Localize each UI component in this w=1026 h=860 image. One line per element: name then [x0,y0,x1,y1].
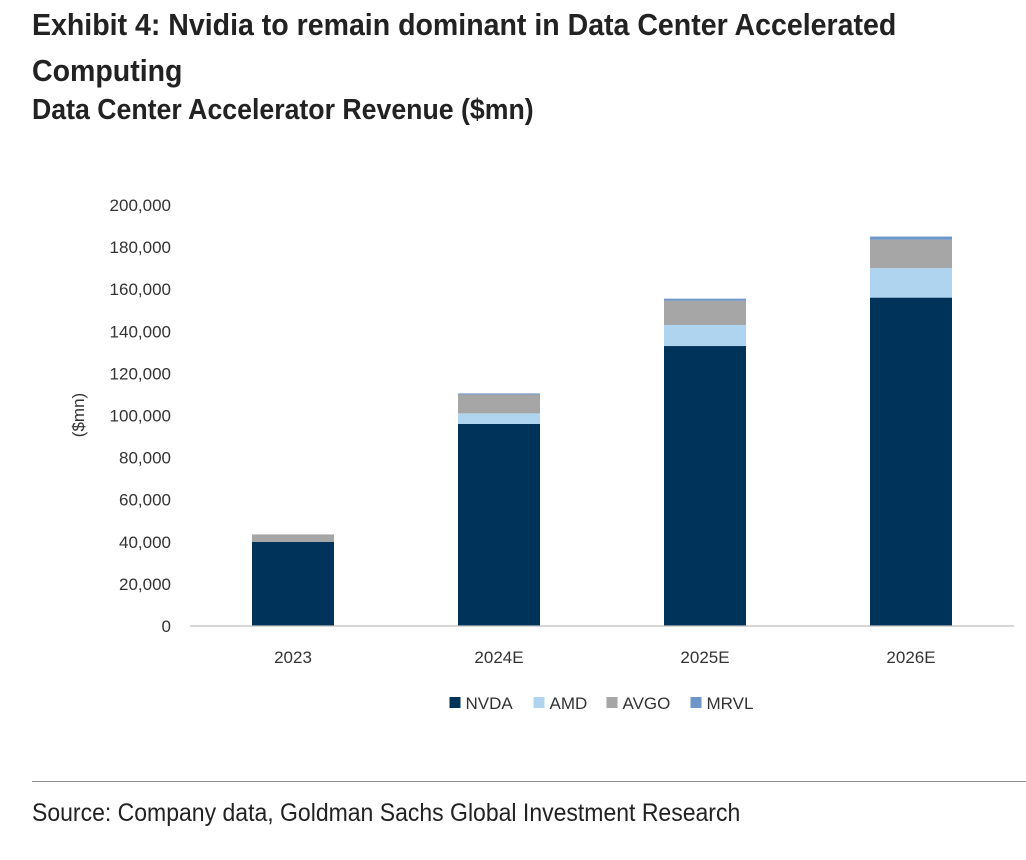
bar-amd-2025e [664,324,746,347]
y-axis-label: ($mn) [69,393,88,437]
y-tick-label: 60,000 [119,491,171,510]
bar-mrvl-2026e [870,236,952,240]
x-tick-label: 2025E [680,648,729,667]
y-tick-label: 160,000 [110,280,171,299]
y-tick-label: 140,000 [110,322,171,341]
y-tick-label: 0 [162,617,171,636]
y-tick-label: 100,000 [110,407,171,426]
x-tick-label: 2023 [274,648,312,667]
bar-avgo-2023 [252,534,334,542]
y-tick-label: 120,000 [110,364,171,383]
y-tick-label: 180,000 [110,238,171,257]
chart-title: Exhibit 4: Nvidia to remain dominant in … [32,7,897,88]
chart-subtitle: Data Center Accelerator Revenue ($mn) [32,94,534,126]
legend: NVDA AMD AVGO MRVL [449,694,754,713]
bar-nvda-2026e [870,297,952,626]
legend-swatch-nvda [449,697,461,708]
bar-avgo-2024e [458,394,540,414]
bar-amd-2026e [870,268,952,298]
x-tick-label: 2026E [886,648,935,667]
legend-swatch-mrvl [690,697,702,708]
footer-divider [32,781,1026,782]
y-tick-label: 200,000 [110,196,171,215]
y-tick-label: 40,000 [119,533,171,552]
legend-label-amd: AMD [550,694,588,713]
bars [252,236,952,626]
x-axis: 2023 2024E 2025E 2026E [274,648,936,667]
source-note: Source: Company data, Goldman Sachs Glob… [32,799,741,827]
y-tick-label: 80,000 [119,449,171,468]
x-tick-label: 2024E [474,648,523,667]
legend-swatch-amd [533,697,545,708]
bar-mrvl-2025e [664,298,746,301]
legend-swatch-avgo [606,697,618,708]
stacked-bar-chart: 0 20,000 40,000 60,000 80,000 100,000 120,000 1… [69,196,1014,713]
bar-nvda-2025e [664,346,746,626]
legend-label-avgo: AVGO [623,694,671,713]
bar-nvda-2023 [252,541,334,626]
bar-mrvl-2024e [458,393,540,395]
bar-avgo-2025e [664,300,746,325]
bar-avgo-2026e [870,239,952,269]
y-tick-label: 20,000 [119,575,171,594]
y-axis: 0 20,000 40,000 60,000 80,000 100,000 120,000 1… [110,196,171,636]
bar-nvda-2024e [458,423,540,626]
legend-label-nvda: NVDA [466,694,514,713]
legend-label-mrvl: MRVL [707,694,754,713]
bar-amd-2024e [458,413,540,424]
